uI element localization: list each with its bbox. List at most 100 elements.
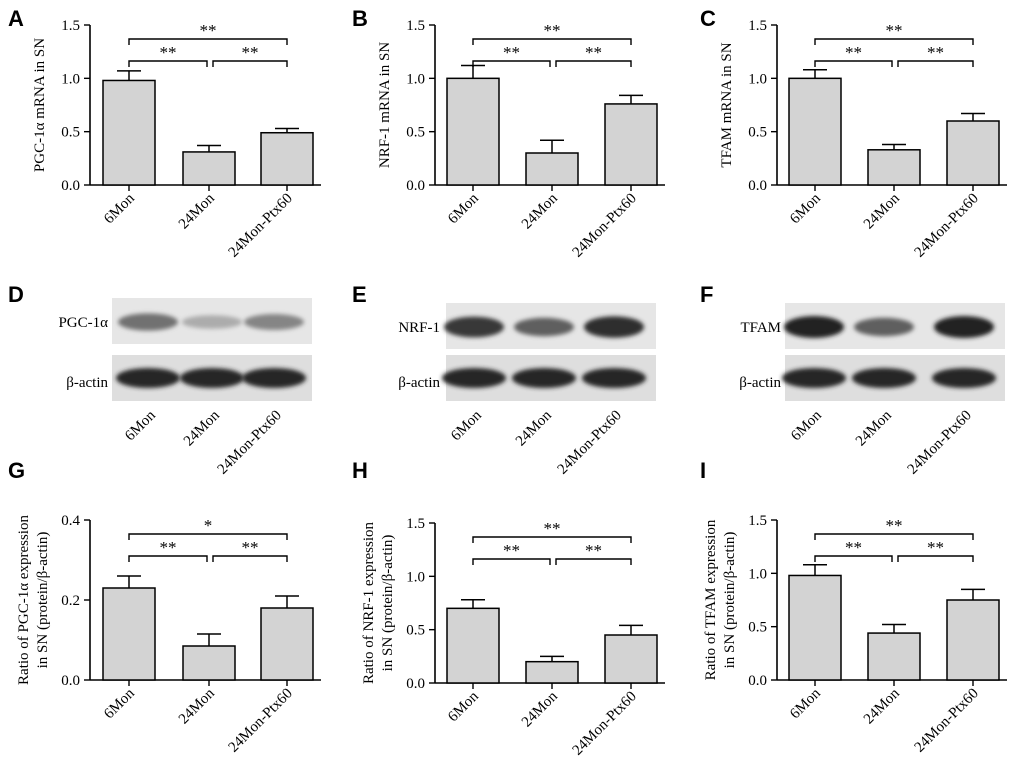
significance-bracket — [128, 60, 208, 67]
bar — [788, 77, 842, 186]
blot-band-loading — [442, 368, 506, 388]
blot-band-target — [584, 316, 644, 338]
blot-band-target — [934, 316, 994, 338]
bar — [446, 607, 500, 684]
bar — [604, 634, 658, 684]
x-tick-label: 24Mon — [176, 685, 218, 727]
blot-target-label: NRF-1 — [398, 320, 440, 336]
x-tick-label: 24Mon — [176, 190, 218, 232]
blot-loading-label: β-actin — [739, 375, 781, 391]
y-tick-label: 0.0 — [748, 178, 767, 194]
significance-bracket — [897, 60, 974, 67]
chart-panel-h: H 0.0 0.5 1.0 1.5 Ratio of NRF-1 expression i… — [352, 458, 665, 759]
x-tick-label: 24Mon-Ptx60 — [912, 686, 982, 756]
significance-bracket — [472, 60, 551, 67]
significance-bracket — [128, 533, 288, 540]
y-tick-label: 0.0 — [406, 178, 425, 194]
blot-band-target — [514, 317, 574, 337]
panel-label-i: I — [700, 458, 706, 483]
blot-lane-label: 24Mon — [181, 407, 223, 449]
blot-lane-label: 24Mon-Ptx60 — [555, 408, 625, 478]
significance-bracket — [472, 38, 632, 45]
significance-marker: ** — [160, 538, 177, 557]
x-tick-label: 24Mon-Ptx60 — [570, 191, 640, 261]
y-tick-label: 1.0 — [406, 569, 425, 585]
significance-marker: ** — [845, 43, 862, 62]
y-tick-label: 0.0 — [61, 178, 80, 194]
bar — [867, 149, 921, 186]
bar — [182, 151, 236, 186]
y-tick-label: 0.5 — [406, 623, 425, 639]
y-axis-label: PGC-1α mRNA in SN — [32, 38, 48, 172]
bar — [102, 587, 156, 681]
blot-target-label: PGC-1α — [58, 315, 108, 331]
x-tick-label: 6Mon — [101, 685, 138, 722]
bar — [867, 632, 921, 681]
blot-band-target — [784, 316, 844, 338]
y-axis-label: Ratio of NRF-1 expression — [361, 521, 377, 684]
blot-lane-label: 24Mon — [853, 407, 895, 449]
y-tick-label: 1.5 — [748, 513, 767, 529]
y-axis-label: in SN (protein/β-actin) — [35, 532, 51, 669]
x-tick-label: 6Mon — [787, 190, 824, 227]
x-tick-label: 24Mon-Ptx60 — [226, 686, 296, 756]
significance-marker: ** — [585, 43, 602, 62]
bar — [788, 574, 842, 681]
bar — [102, 79, 156, 186]
y-tick-label: 1.5 — [748, 18, 767, 34]
chart-panel-i: I 0.0 0.5 1.0 1.5 Ratio of TFAM expression in… — [700, 458, 1007, 756]
blot-band-target — [244, 314, 304, 330]
y-tick-label: 0.5 — [406, 125, 425, 141]
y-axis-label: Ratio of TFAM expression — [703, 519, 719, 680]
blot-lane-label: 24Mon-Ptx60 — [905, 408, 975, 478]
y-tick-label: 0.0 — [748, 673, 767, 689]
y-tick-label: 1.0 — [748, 71, 767, 87]
panel-label-c: C — [700, 6, 716, 31]
y-axis-label: TFAM mRNA in SN — [719, 42, 735, 167]
significance-bracket — [128, 555, 208, 562]
blot-lane-label: 24Mon-Ptx60 — [215, 408, 285, 478]
significance-bracket — [472, 536, 632, 543]
y-tick-label: 0.5 — [61, 125, 80, 141]
significance-bracket — [128, 38, 288, 45]
significance-marker: ** — [845, 538, 862, 557]
panel-label-a: A — [8, 6, 24, 31]
y-tick-label: 0.0 — [406, 676, 425, 692]
significance-bracket — [472, 558, 551, 565]
panel-label-e: E — [352, 282, 367, 307]
y-tick-label: 0.5 — [748, 125, 767, 141]
y-tick-label: 1.0 — [748, 566, 767, 582]
blot-band-loading — [932, 368, 996, 388]
y-tick-label: 1.0 — [406, 71, 425, 87]
y-tick-label: 1.5 — [406, 18, 425, 34]
x-tick-label: 24Mon — [861, 685, 903, 727]
significance-bracket — [814, 555, 893, 562]
significance-marker: ** — [503, 541, 520, 560]
blot-panel-f: F TFAM β-actin 6Mon 24Mon 24Mon-Ptx60 — [700, 282, 1005, 478]
significance-bracket — [814, 533, 974, 540]
blot-lane-label: 6Mon — [122, 407, 159, 444]
significance-marker: ** — [200, 21, 217, 40]
significance-marker: ** — [927, 43, 944, 62]
significance-bracket — [897, 555, 974, 562]
x-tick-label: 24Mon-Ptx60 — [570, 689, 640, 759]
y-axis-label: in SN (protein/β-actin) — [722, 532, 738, 669]
panel-label-b: B — [352, 6, 368, 31]
significance-marker: * — [204, 516, 213, 535]
significance-marker: ** — [886, 21, 903, 40]
significance-marker: ** — [927, 538, 944, 557]
y-tick-label: 0.0 — [61, 673, 80, 689]
significance-bracket — [814, 60, 893, 67]
x-tick-label: 6Mon — [101, 190, 138, 227]
y-tick-label: 1.5 — [61, 18, 80, 34]
y-tick-label: 0.2 — [61, 593, 80, 609]
blot-band-loading — [242, 368, 306, 388]
x-tick-label: 24Mon — [519, 688, 561, 730]
x-tick-label: 6Mon — [445, 688, 482, 725]
significance-bracket — [212, 60, 288, 67]
significance-bracket — [212, 555, 288, 562]
chart-panel-g: G 0.0 0.2 0.4 Ratio of PGC-1α expression in … — [8, 458, 321, 756]
significance-bracket — [555, 60, 632, 67]
significance-marker: ** — [886, 516, 903, 535]
